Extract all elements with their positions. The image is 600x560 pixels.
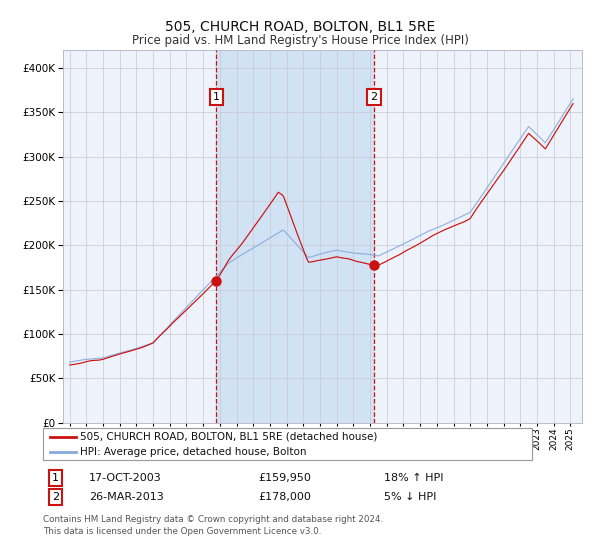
Bar (217, 50, 374, 423)
Text: 2: 2 (52, 492, 59, 502)
Text: 2: 2 (370, 92, 377, 102)
Text: Contains HM Land Registry data © Crown copyright and database right 2024.: Contains HM Land Registry data © Crown c… (43, 515, 383, 524)
Text: HPI: Average price, detached house, Bolton: HPI: Average price, detached house, Bolt… (80, 446, 307, 456)
Text: 505, CHURCH ROAD, BOLTON, BL1 5RE: 505, CHURCH ROAD, BOLTON, BL1 5RE (165, 20, 435, 34)
Text: Price paid vs. HM Land Registry's House Price Index (HPI): Price paid vs. HM Land Registry's House … (131, 34, 469, 46)
Text: 5% ↓ HPI: 5% ↓ HPI (384, 492, 436, 502)
Text: This data is licensed under the Open Government Licence v3.0.: This data is licensed under the Open Gov… (43, 528, 322, 536)
Text: £178,000: £178,000 (258, 492, 311, 502)
Text: 1: 1 (52, 473, 59, 483)
Text: 18% ↑ HPI: 18% ↑ HPI (384, 473, 443, 483)
Text: 26-MAR-2013: 26-MAR-2013 (89, 492, 164, 502)
Text: £159,950: £159,950 (258, 473, 311, 483)
Text: 1: 1 (213, 92, 220, 102)
Text: 505, CHURCH ROAD, BOLTON, BL1 5RE (detached house): 505, CHURCH ROAD, BOLTON, BL1 5RE (detac… (80, 432, 378, 442)
Text: 17-OCT-2003: 17-OCT-2003 (89, 473, 161, 483)
